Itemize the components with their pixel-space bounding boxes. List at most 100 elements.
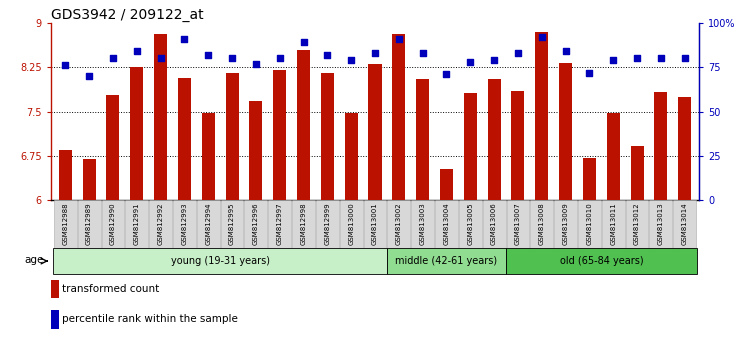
Bar xyxy=(607,113,619,200)
Text: GSM812998: GSM812998 xyxy=(301,202,307,245)
Bar xyxy=(101,200,124,248)
Text: GSM813010: GSM813010 xyxy=(586,202,592,245)
Bar xyxy=(321,73,334,200)
Text: GSM812999: GSM812999 xyxy=(324,202,330,245)
Text: GSM812993: GSM812993 xyxy=(182,202,188,245)
Text: age: age xyxy=(24,255,44,265)
Bar xyxy=(631,146,644,200)
Text: old (65-84 years): old (65-84 years) xyxy=(560,256,644,266)
Bar xyxy=(220,200,244,248)
Text: GSM812992: GSM812992 xyxy=(158,202,164,245)
Text: GSM813007: GSM813007 xyxy=(515,202,521,245)
Text: GSM813014: GSM813014 xyxy=(682,202,688,245)
Bar xyxy=(387,248,506,274)
Text: GSM813008: GSM813008 xyxy=(538,202,544,245)
Bar xyxy=(440,169,453,200)
Text: young (19-31 years): young (19-31 years) xyxy=(171,256,270,266)
Bar xyxy=(364,200,386,248)
Point xyxy=(655,56,667,61)
Text: GSM812995: GSM812995 xyxy=(229,202,235,245)
Point xyxy=(631,56,643,61)
Text: GSM813003: GSM813003 xyxy=(420,202,426,245)
Point xyxy=(298,40,310,45)
Bar xyxy=(316,200,339,248)
Bar xyxy=(392,34,406,200)
Bar xyxy=(244,200,267,248)
Bar xyxy=(626,200,649,248)
Bar xyxy=(536,32,548,200)
Bar xyxy=(344,113,358,200)
Text: GSM813004: GSM813004 xyxy=(443,202,449,245)
Bar xyxy=(512,91,524,200)
Bar xyxy=(435,200,458,248)
Bar xyxy=(130,67,143,200)
Bar xyxy=(554,200,577,248)
Bar xyxy=(388,200,410,248)
Text: GSM813002: GSM813002 xyxy=(396,202,402,245)
Point xyxy=(393,36,405,42)
Bar xyxy=(506,248,697,274)
Point xyxy=(83,73,95,79)
Bar xyxy=(650,200,672,248)
Text: GSM813006: GSM813006 xyxy=(491,202,497,245)
Text: GSM813001: GSM813001 xyxy=(372,202,378,245)
Point xyxy=(464,59,476,65)
Point xyxy=(154,56,166,61)
Bar xyxy=(506,200,530,248)
Bar xyxy=(340,200,362,248)
Point xyxy=(512,50,524,56)
Bar xyxy=(82,159,96,200)
Text: GSM812989: GSM812989 xyxy=(86,202,92,245)
Bar xyxy=(483,200,506,248)
Point xyxy=(417,50,429,56)
Text: middle (42-61 years): middle (42-61 years) xyxy=(395,256,497,266)
Point xyxy=(560,48,572,54)
Bar xyxy=(125,200,148,248)
Bar xyxy=(416,79,429,200)
Text: GSM812991: GSM812991 xyxy=(134,202,140,245)
Text: percentile rank within the sample: percentile rank within the sample xyxy=(62,314,238,325)
Point xyxy=(608,57,619,63)
Bar xyxy=(674,200,696,248)
Point xyxy=(107,56,119,61)
Bar xyxy=(297,50,310,200)
Bar xyxy=(488,79,501,200)
Point xyxy=(679,56,691,61)
Point xyxy=(59,63,71,68)
Bar xyxy=(53,248,387,274)
Text: GSM813013: GSM813013 xyxy=(658,202,664,245)
Bar xyxy=(202,113,214,200)
Point xyxy=(178,36,190,42)
Point xyxy=(226,56,238,61)
Point xyxy=(584,70,596,75)
Bar xyxy=(54,200,76,248)
Bar xyxy=(106,95,119,200)
Bar xyxy=(149,200,172,248)
Text: GSM812996: GSM812996 xyxy=(253,202,259,245)
Bar xyxy=(559,63,572,200)
Text: transformed count: transformed count xyxy=(62,284,160,295)
Point xyxy=(536,34,548,40)
Text: GSM813000: GSM813000 xyxy=(348,202,354,245)
Bar xyxy=(249,101,262,200)
Text: GSM813009: GSM813009 xyxy=(562,202,568,245)
Bar xyxy=(196,200,220,248)
Bar xyxy=(178,78,191,200)
Point xyxy=(488,57,500,63)
Bar xyxy=(368,64,382,200)
Text: GSM812990: GSM812990 xyxy=(110,202,116,245)
Bar xyxy=(459,200,482,248)
Point xyxy=(345,57,357,63)
Bar xyxy=(464,93,477,200)
Point xyxy=(250,61,262,67)
Text: GSM812988: GSM812988 xyxy=(62,202,68,245)
Point xyxy=(274,56,286,61)
Bar xyxy=(173,200,196,248)
Bar xyxy=(602,200,625,248)
Bar xyxy=(78,200,101,248)
Text: GSM813012: GSM813012 xyxy=(634,202,640,245)
Bar xyxy=(678,97,692,200)
Bar xyxy=(411,200,434,248)
Text: GSM813011: GSM813011 xyxy=(610,202,616,245)
Bar xyxy=(154,34,167,200)
